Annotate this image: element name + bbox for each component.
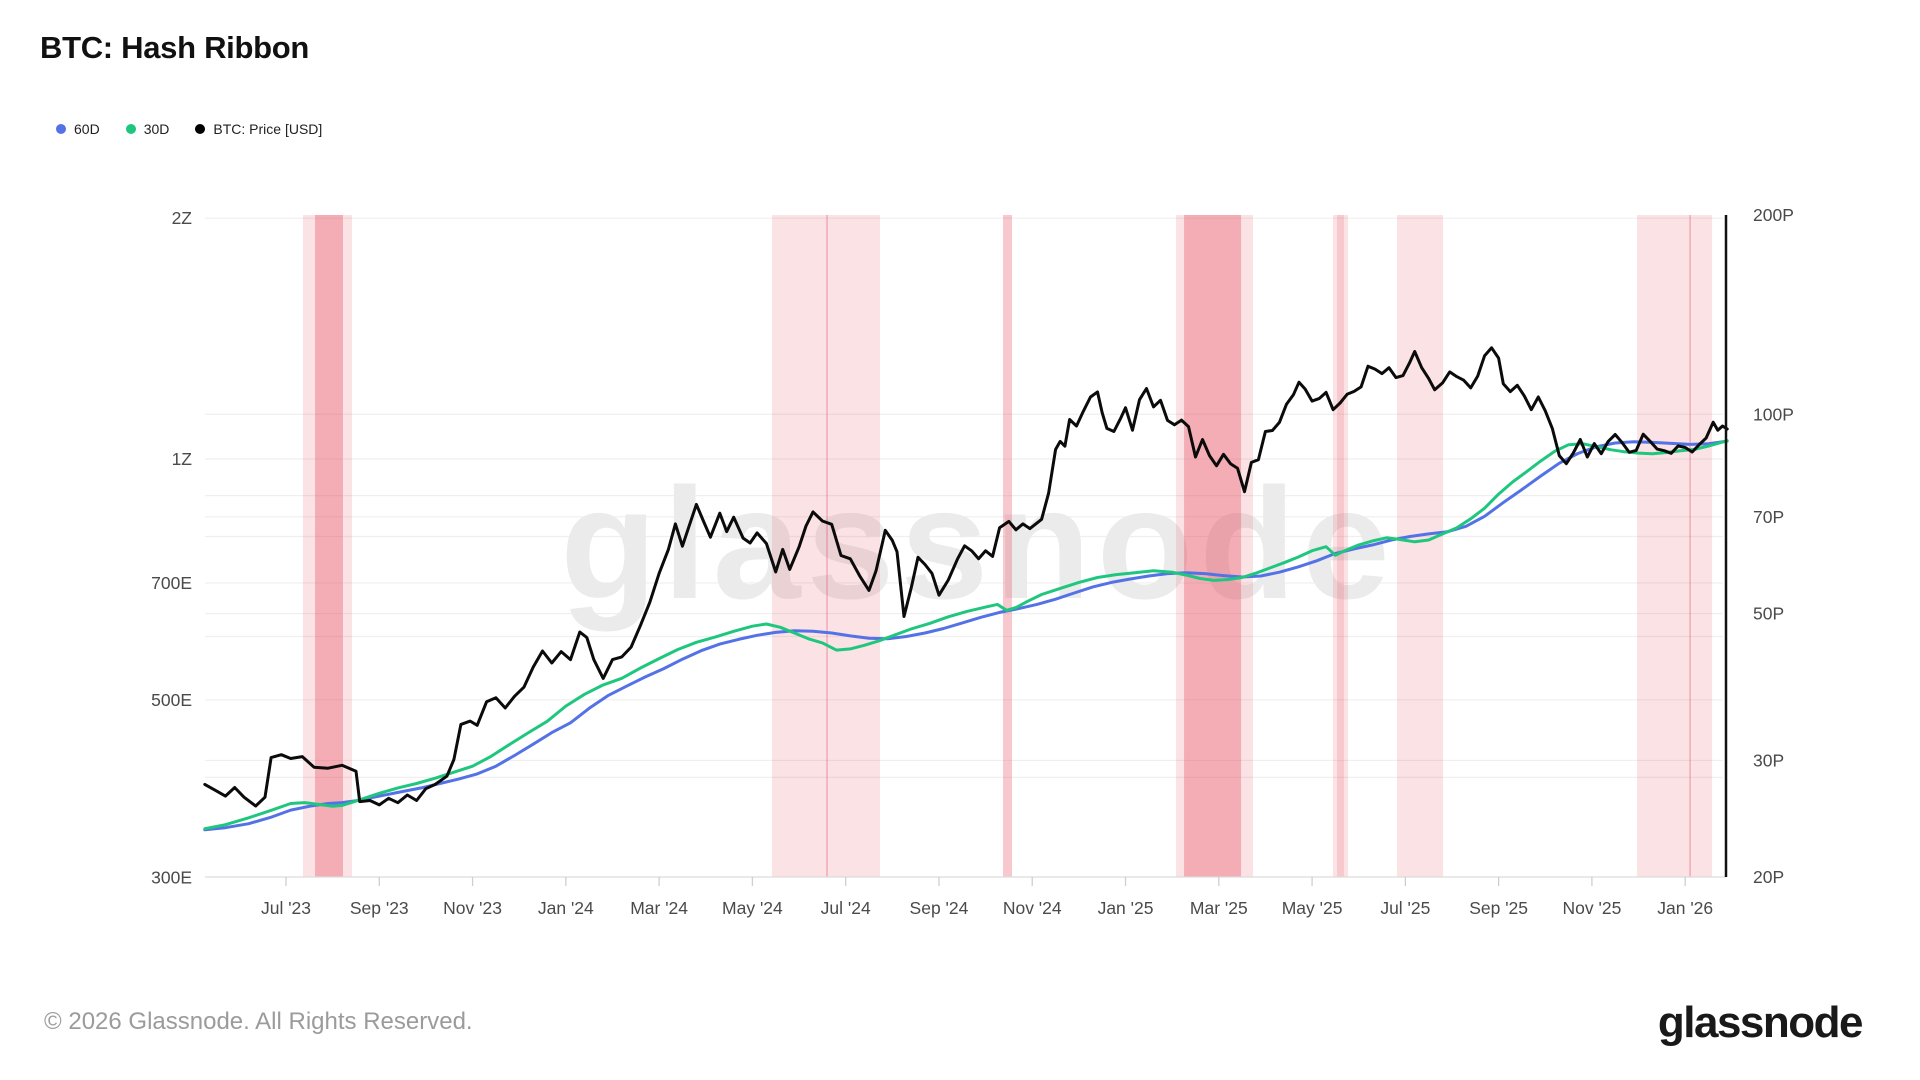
- chart-legend: 60D 30D BTC: Price [USD]: [56, 121, 322, 137]
- svg-text:Nov '24: Nov '24: [1003, 898, 1062, 918]
- svg-text:300E: 300E: [151, 867, 192, 887]
- svg-text:Mar '25: Mar '25: [1190, 898, 1248, 918]
- svg-text:May '24: May '24: [722, 898, 783, 918]
- svg-text:Nov '23: Nov '23: [443, 898, 502, 918]
- legend-item-30d[interactable]: 30D: [125, 121, 170, 137]
- svg-text:Jan '24: Jan '24: [538, 898, 594, 918]
- svg-text:700E: 700E: [151, 573, 192, 593]
- legend-label-60d: 60D: [74, 121, 100, 137]
- svg-text:Mar '24: Mar '24: [630, 898, 688, 918]
- legend-dot-30d-icon: [125, 124, 136, 134]
- svg-text:100P: 100P: [1753, 404, 1794, 424]
- svg-text:Jan '26: Jan '26: [1657, 898, 1713, 918]
- svg-text:Jul '24: Jul '24: [821, 898, 871, 918]
- glassnode-logo: glassnode: [1657, 998, 1864, 1047]
- svg-text:500E: 500E: [151, 690, 192, 710]
- svg-text:Sep '24: Sep '24: [910, 898, 969, 918]
- legend-dot-btc-price-icon: [195, 124, 206, 134]
- copyright-text: © 2026 Glassnode. All Rights Reserved.: [44, 1008, 473, 1035]
- svg-text:Sep '25: Sep '25: [1469, 898, 1528, 918]
- svg-text:Sep '23: Sep '23: [350, 898, 409, 918]
- legend-dot-60d-icon: [56, 124, 66, 134]
- legend-label-btc-price: BTC: Price [USD]: [213, 121, 323, 137]
- legend-item-btc-price[interactable]: BTC: Price [USD]: [195, 121, 322, 137]
- svg-text:glassnode: glassnode: [560, 456, 1395, 632]
- svg-text:50P: 50P: [1753, 604, 1784, 624]
- svg-text:1Z: 1Z: [172, 449, 193, 469]
- svg-text:2Z: 2Z: [172, 208, 193, 228]
- svg-text:70P: 70P: [1753, 507, 1784, 527]
- svg-text:20P: 20P: [1753, 867, 1784, 887]
- svg-text:Jul '25: Jul '25: [1380, 898, 1430, 918]
- page-title: BTC: Hash Ribbon: [40, 30, 310, 65]
- legend-label-30d: 30D: [143, 121, 170, 137]
- svg-text:May '25: May '25: [1282, 898, 1343, 918]
- svg-text:200P: 200P: [1753, 205, 1794, 225]
- svg-text:Nov '25: Nov '25: [1563, 898, 1622, 918]
- svg-text:30P: 30P: [1753, 750, 1784, 770]
- legend-item-60d[interactable]: 60D: [56, 121, 100, 137]
- svg-text:Jul '23: Jul '23: [261, 898, 311, 918]
- svg-text:Jan '25: Jan '25: [1098, 898, 1154, 918]
